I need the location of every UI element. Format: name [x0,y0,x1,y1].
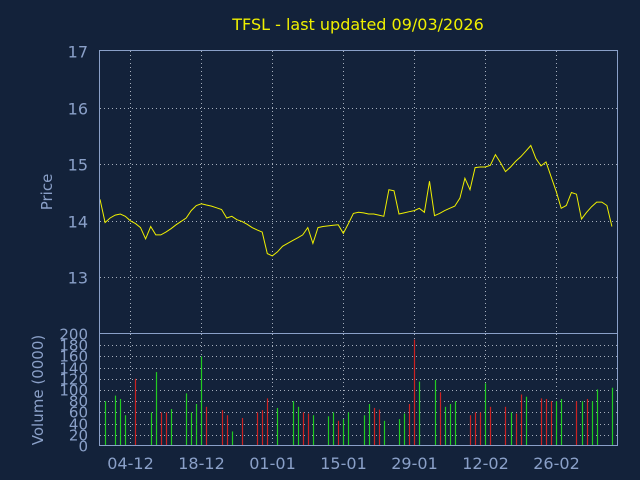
x-tick-label: 12-02 [462,454,509,473]
volume-y-tick-label: 20 [69,427,88,445]
volume-bars [104,339,614,446]
price-series [99,144,613,257]
price-grid [100,51,617,334]
chart-title: TFSL - last updated 09/03/2026 [231,15,484,34]
volume-y-tick-label: 80 [69,393,88,411]
volume-y-tick-label: 200 [59,326,88,344]
x-tick-label: 29-01 [391,454,438,473]
x-tick-label: 01-01 [249,454,296,473]
volume-y-tick-label: 60 [69,404,88,422]
price-plot-frame [99,50,618,334]
x-tick-label: 15-01 [320,454,367,473]
volume-y-tick-label: 140 [59,360,88,378]
price-y-ticks: 13 14 15 16 17 [68,43,88,288]
volume-y-tick-label: 160 [59,348,88,366]
x-tick-label: 26-02 [533,454,580,473]
x-ticks: 04-12 18-12 01-01 15-01 29-01 12-02 26-02 [107,454,580,473]
x-tick-label: 18-12 [178,454,225,473]
volume-plot-frame [99,333,618,446]
price-y-tick-label: 13 [68,269,88,288]
volume-y-tick-label: 100 [59,382,88,400]
price-y-tick-label: 16 [68,100,88,119]
x-tick-label: 04-12 [107,454,154,473]
price-y-tick-label: 17 [68,43,88,62]
price-y-tick-label: 14 [68,213,88,232]
price-y-tick-label: 15 [68,156,88,175]
volume-y-tick-label: 40 [69,416,88,434]
volume-y-tick-label: 120 [59,371,88,389]
price-line [99,144,613,257]
price-axis-label: Price [38,174,56,211]
volume-grid [100,334,617,446]
volume-axis-label: Volume (0000) [29,335,47,445]
volume-y-tick-label: 180 [59,337,88,355]
volume-y-tick-label: 0 [78,438,88,456]
